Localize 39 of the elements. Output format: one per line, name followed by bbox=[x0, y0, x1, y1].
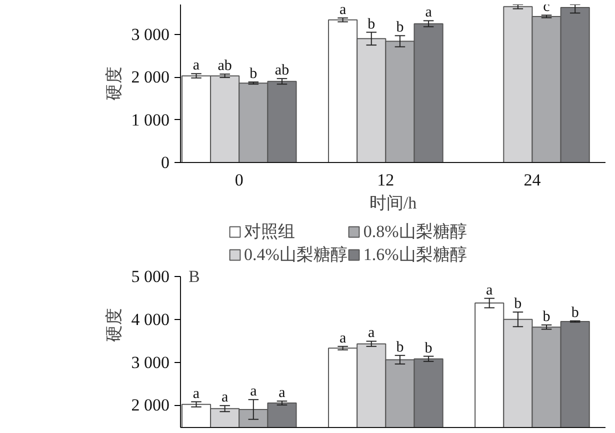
legend-label: 0.4%山梨糖醇 bbox=[244, 244, 348, 266]
data-label: ab bbox=[274, 62, 290, 79]
data-label: a bbox=[368, 325, 376, 342]
y-tick-label: 3 000 bbox=[131, 24, 170, 44]
x-tick-label: 24 bbox=[524, 170, 542, 190]
data-label: b bbox=[571, 304, 579, 321]
data-label: b bbox=[514, 296, 522, 312]
legend-label: 0.8%山梨糖醇 bbox=[363, 221, 467, 243]
legend-label: 1.6%山梨糖醇 bbox=[363, 244, 467, 266]
data-label: b bbox=[542, 308, 550, 325]
data-label: a bbox=[339, 330, 346, 346]
y-axis-title: 硬度 bbox=[104, 308, 124, 342]
y-tick-label: 3 000 bbox=[131, 352, 170, 372]
data-label: b bbox=[396, 20, 404, 36]
data-label: a bbox=[192, 386, 200, 402]
y-tick-label: 2 000 bbox=[131, 396, 170, 415]
data-label: b bbox=[250, 66, 258, 82]
data-label: b bbox=[368, 16, 376, 32]
x-tick-label: 0 bbox=[234, 170, 244, 190]
x-axis-title: 时间/h bbox=[369, 194, 418, 212]
data-label: a bbox=[486, 282, 494, 298]
y-tick-label: 2 000 bbox=[131, 68, 170, 87]
data-label: a bbox=[250, 384, 258, 400]
data-label: b bbox=[396, 339, 404, 356]
annotation: B bbox=[188, 266, 200, 286]
data-label: a bbox=[222, 390, 229, 406]
data-label: a bbox=[278, 385, 286, 402]
data-label: a bbox=[425, 4, 432, 21]
data-label: ab bbox=[218, 58, 232, 74]
y-tick-label: 5 000 bbox=[131, 266, 170, 286]
x-tick-label: 12 bbox=[377, 170, 394, 190]
data-label: a bbox=[339, 2, 346, 18]
y-tick-label: 1 000 bbox=[131, 110, 170, 130]
y-tick-label: 0 bbox=[161, 153, 170, 172]
y-tick-label: 4 000 bbox=[131, 310, 170, 329]
legend-label: 对照组 bbox=[244, 221, 295, 243]
data-label: b bbox=[424, 340, 432, 356]
data-label: a bbox=[192, 58, 200, 74]
y-axis-title: 硬度 bbox=[104, 66, 124, 100]
